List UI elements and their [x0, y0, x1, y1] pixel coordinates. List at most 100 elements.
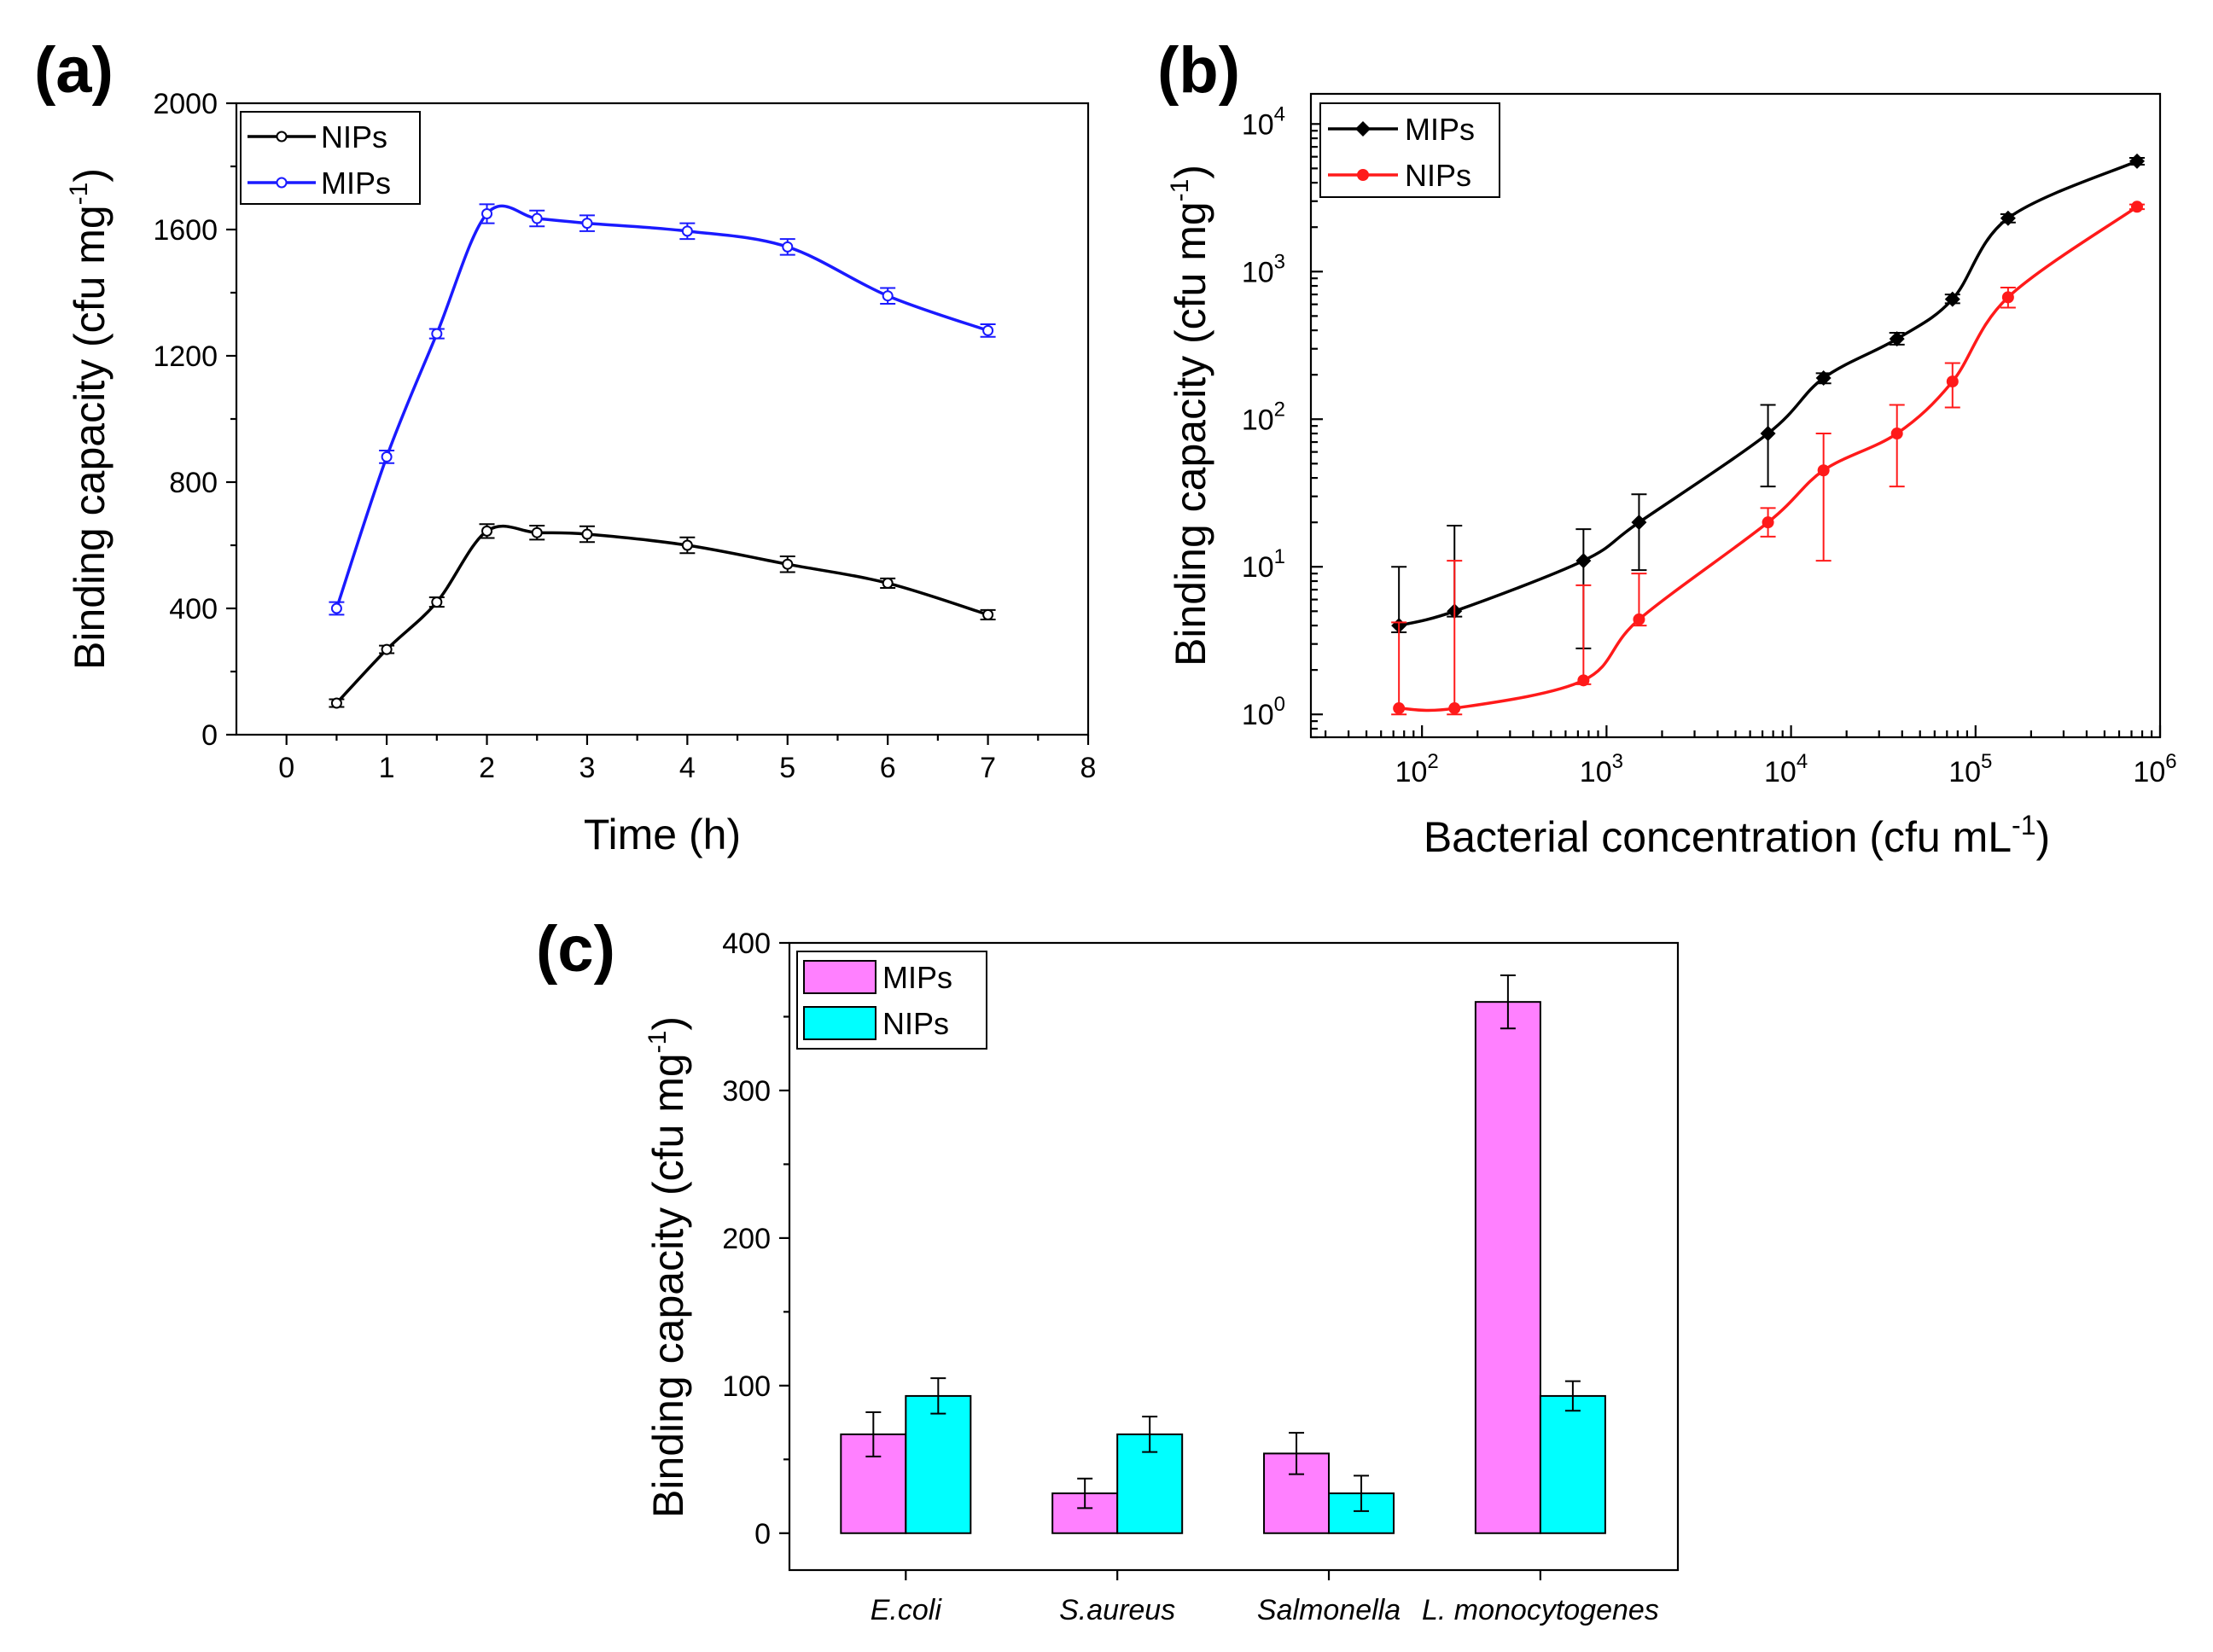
data-point-a	[882, 290, 894, 302]
data-point-a	[431, 596, 443, 608]
category-label-c: E.coli	[871, 1594, 943, 1626]
data-point-b	[2000, 210, 2016, 226]
y-tick-label-a: 0	[201, 719, 218, 752]
legend-marker-a	[276, 131, 288, 143]
data-point-a	[882, 577, 894, 589]
data-point-b	[1760, 426, 1776, 442]
data-point-a	[581, 528, 593, 540]
legend-label-c: NIPs	[882, 1006, 949, 1041]
panel-label-c: (c)	[536, 913, 615, 986]
legend-label-a: NIPs	[321, 119, 387, 154]
x-tick-label-a: 4	[679, 752, 696, 784]
y-tick-label-b: 102	[1242, 398, 1285, 436]
data-point-b	[1946, 375, 1959, 388]
x-tick-label-a: 7	[980, 752, 996, 784]
data-point-b	[1631, 515, 1647, 531]
legend-label-b: MIPs	[1405, 112, 1475, 147]
data-point-a	[681, 225, 693, 237]
x-tick-label-a: 5	[779, 752, 795, 784]
y-tick-label-a: 2000	[153, 88, 218, 120]
y-tick-label-c: 200	[722, 1223, 771, 1255]
x-tick-label-b: 105	[1948, 750, 1992, 788]
data-point-b	[1577, 674, 1590, 687]
bar-c-MIPs	[1474, 1001, 1541, 1534]
panel-c: (c) 0 100 200 300 400 Binding capacity (cfu mg…	[536, 913, 1680, 1626]
x-tick-label-b: 104	[1764, 750, 1808, 788]
legend-box-b	[1319, 102, 1500, 198]
data-point-a	[782, 558, 794, 570]
x-tick-label-a: 1	[379, 752, 395, 784]
x-tick-label-b: 103	[1580, 750, 1623, 788]
bar-c-NIPs	[1328, 1492, 1395, 1534]
panel-label-b: (b)	[1157, 34, 1240, 107]
panel-a: (a) 0 1 2 3 4 5 6 7 8 0 400 800 1200 1600 2000 Time (h) B…	[34, 34, 1096, 858]
data-point-b	[1393, 702, 1406, 715]
data-point-b	[2001, 291, 2014, 304]
y-tick-label-c: 0	[754, 1518, 771, 1550]
y-tick-label-b: 103	[1242, 250, 1285, 288]
data-point-b	[1762, 516, 1774, 529]
data-point-b	[2129, 153, 2145, 169]
plot-frame-c	[788, 941, 1680, 1572]
y-tick-label-c: 400	[722, 928, 771, 960]
data-point-a	[330, 602, 342, 614]
series-line-a-MIPs	[335, 204, 989, 609]
bar-c-NIPs	[905, 1394, 972, 1534]
data-point-a	[381, 643, 393, 655]
x-tick-label-b: 102	[1395, 750, 1439, 788]
legend-marker-a	[276, 177, 288, 189]
x-tick-label-a: 3	[579, 752, 595, 784]
legend-c: MIPs NIPs	[796, 951, 987, 1050]
y-axis-title-b: Binding capacity (cfu mg-1)	[1166, 165, 1214, 666]
x-tick-label-b: 106	[2133, 750, 2176, 788]
data-point-a	[481, 525, 493, 537]
legend-a: NIPs MIPs	[240, 111, 421, 205]
data-point-a	[982, 324, 994, 336]
x-tick-label-a: 0	[278, 752, 294, 784]
y-axis-title-a: Binding capacity (cfu mg-1)	[65, 168, 114, 670]
series-line-b-NIPs	[1399, 205, 2138, 713]
legend-b: MIPs NIPs	[1319, 102, 1500, 198]
data-point-a	[531, 526, 543, 538]
data-point-a	[381, 451, 393, 462]
data-point-b	[2130, 201, 2143, 213]
category-label-c: S.aureus	[1059, 1594, 1175, 1626]
x-axis-title-a: Time (h)	[584, 811, 741, 858]
y-tick-label-b: 100	[1242, 693, 1285, 731]
category-label-c: L. monocytogenes	[1422, 1594, 1659, 1626]
series-line-a-NIPs	[335, 524, 989, 705]
data-point-b	[1448, 702, 1461, 715]
legend-box-a	[240, 111, 421, 205]
data-point-a	[782, 241, 794, 253]
y-tick-label-b: 101	[1242, 545, 1285, 584]
legend-label-b: NIPs	[1405, 158, 1471, 193]
legend-swatch-c	[803, 1006, 876, 1040]
x-tick-label-a: 8	[1080, 752, 1097, 784]
series-line-b-MIPs	[1398, 160, 2138, 627]
y-tick-label-c: 300	[722, 1075, 771, 1108]
data-point-a	[681, 539, 693, 551]
data-point-a	[982, 608, 994, 620]
data-point-b	[1815, 370, 1832, 387]
panel-label-a: (a)	[34, 34, 114, 107]
data-point-a	[481, 208, 493, 219]
bar-c-NIPs	[1539, 1394, 1606, 1534]
data-point-a	[431, 328, 443, 340]
data-point-b	[1817, 464, 1830, 477]
legend-marker-b	[1355, 121, 1371, 137]
y-tick-label-a: 400	[169, 593, 218, 625]
y-tick-label-a: 1200	[153, 340, 218, 373]
data-point-b	[1889, 331, 1905, 347]
data-point-b	[1890, 428, 1903, 440]
data-point-a	[531, 212, 543, 224]
legend-swatch-c	[803, 960, 876, 994]
data-point-b	[1944, 291, 1960, 307]
legend-label-c: MIPs	[882, 960, 952, 995]
legend-label-a: MIPs	[321, 166, 391, 201]
x-axis-title-b: Bacterial concentration (cfu mL-1)	[1424, 810, 2050, 861]
y-tick-label-b: 104	[1242, 102, 1285, 141]
data-point-a	[581, 218, 593, 230]
y-tick-label-a: 1600	[153, 214, 218, 247]
category-label-c: Salmonella	[1257, 1594, 1401, 1626]
